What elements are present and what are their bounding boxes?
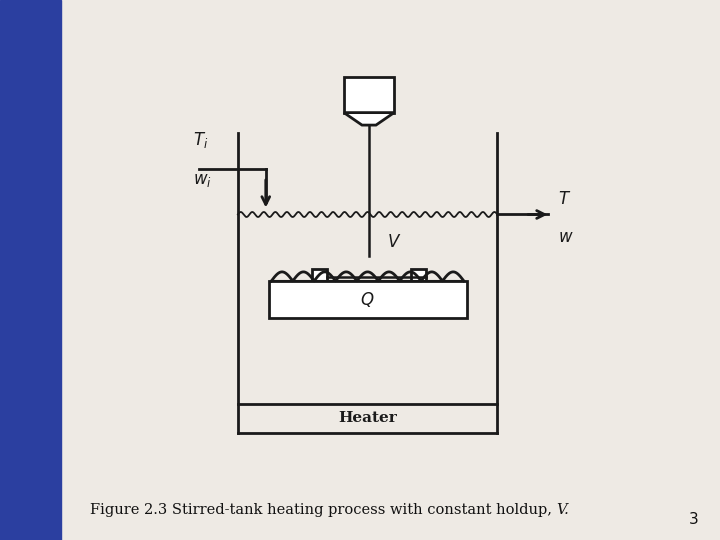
Text: $T$: $T$ — [557, 190, 571, 208]
Text: Heater: Heater — [338, 411, 397, 425]
Polygon shape — [344, 113, 394, 125]
Text: $w_i$: $w_i$ — [193, 171, 212, 189]
Text: $Q$: $Q$ — [361, 290, 375, 309]
Bar — [312, 269, 327, 285]
Text: V.: V. — [557, 503, 570, 517]
Text: 3: 3 — [688, 511, 698, 526]
Text: $T_i$: $T_i$ — [193, 130, 209, 150]
Bar — [269, 281, 467, 319]
Text: Figure 2.3 Stirred-tank heating process with constant holdup,: Figure 2.3 Stirred-tank heating process … — [90, 503, 557, 517]
Text: Chapter 4: Chapter 4 — [21, 201, 41, 317]
Bar — [344, 77, 394, 113]
Bar — [411, 269, 426, 285]
Text: $w$: $w$ — [557, 227, 573, 246]
Text: $V$: $V$ — [387, 233, 401, 251]
